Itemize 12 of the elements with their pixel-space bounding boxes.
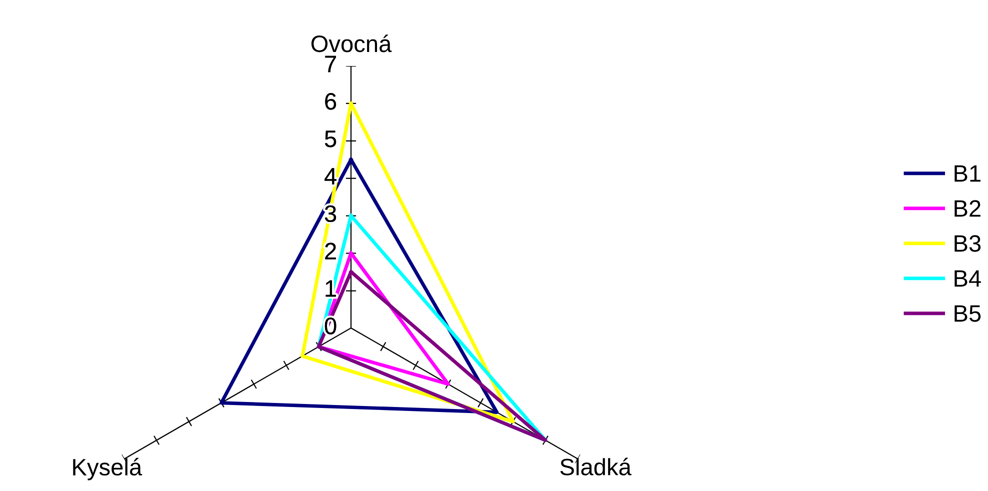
y-tick-label: 2 xyxy=(325,242,336,260)
y-tick-label: 6 xyxy=(325,93,336,110)
spoke-label: Ovocná xyxy=(311,34,392,52)
y-tick-label: 5 xyxy=(324,130,336,148)
y-tick-label: 7 xyxy=(325,56,336,72)
legend-label: B1 xyxy=(954,165,980,182)
legend-label: B5 xyxy=(954,305,981,322)
spoke-label: Sladká xyxy=(560,458,632,476)
legend-label: B3 xyxy=(954,235,981,252)
legend-label: B2 xyxy=(954,200,980,217)
legend-label: B4 xyxy=(954,270,981,287)
spoke-label: Kyselá xyxy=(73,458,142,480)
